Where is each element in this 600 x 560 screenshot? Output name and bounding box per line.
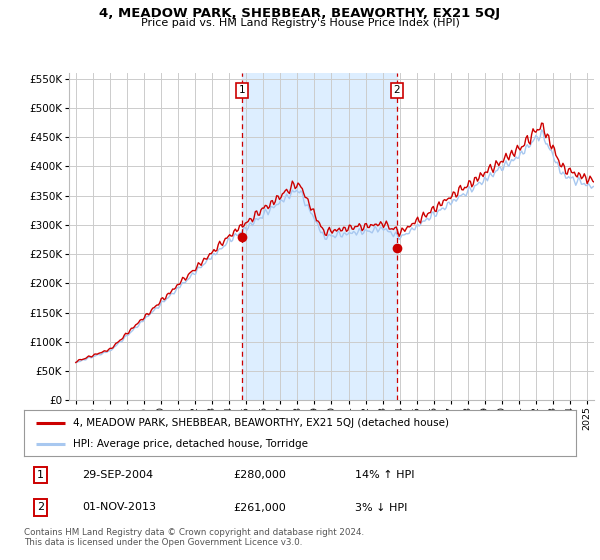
Text: HPI: Average price, detached house, Torridge: HPI: Average price, detached house, Torr… [73, 439, 308, 449]
Text: 1: 1 [239, 85, 245, 95]
Text: Price paid vs. HM Land Registry's House Price Index (HPI): Price paid vs. HM Land Registry's House … [140, 18, 460, 29]
Text: 2: 2 [37, 502, 44, 512]
Text: £280,000: £280,000 [234, 470, 287, 480]
Text: Contains HM Land Registry data © Crown copyright and database right 2024.
This d: Contains HM Land Registry data © Crown c… [24, 528, 364, 547]
Text: 3% ↓ HPI: 3% ↓ HPI [355, 502, 407, 512]
Text: 29-SEP-2004: 29-SEP-2004 [82, 470, 153, 480]
Text: 01-NOV-2013: 01-NOV-2013 [82, 502, 156, 512]
Text: 1: 1 [37, 470, 44, 480]
Text: 2: 2 [394, 85, 400, 95]
Text: 14% ↑ HPI: 14% ↑ HPI [355, 470, 415, 480]
Text: 4, MEADOW PARK, SHEBBEAR, BEAWORTHY, EX21 5QJ (detached house): 4, MEADOW PARK, SHEBBEAR, BEAWORTHY, EX2… [73, 418, 449, 428]
Text: 4, MEADOW PARK, SHEBBEAR, BEAWORTHY, EX21 5QJ: 4, MEADOW PARK, SHEBBEAR, BEAWORTHY, EX2… [100, 7, 500, 20]
Text: £261,000: £261,000 [234, 502, 287, 512]
Bar [242, 73, 397, 400]
